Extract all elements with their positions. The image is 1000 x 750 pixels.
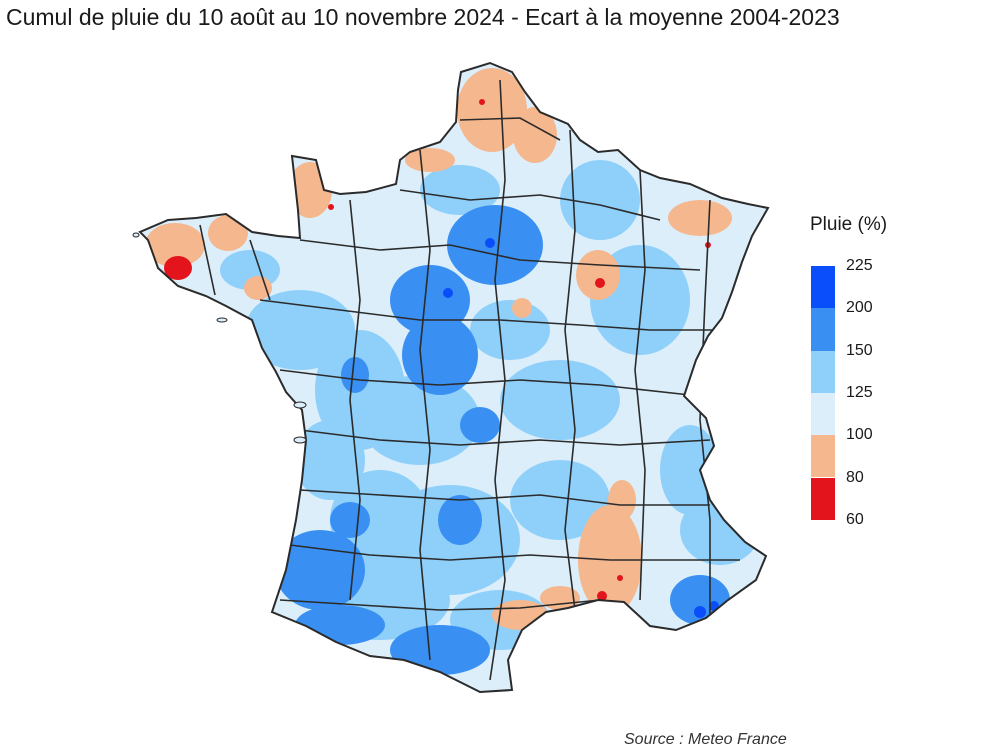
legend-swatch-100-125	[811, 392, 835, 436]
map-title: Cumul de pluie du 10 août au 10 novembre…	[6, 4, 840, 30]
legend-tick-label: 100	[846, 426, 873, 444]
legend-tick-label: 225	[846, 257, 873, 274]
legend-swatch-200-225	[811, 266, 835, 309]
legend-tick-label: 125	[846, 383, 873, 401]
france-rainfall-map	[120, 55, 800, 715]
legend-tick-label: 80	[846, 468, 864, 486]
legend-swatch-150-200	[811, 308, 835, 351]
legend: Pluie (%) 225 200 150 125 100 80 60	[806, 210, 946, 540]
legend-tick-label: 60	[846, 510, 864, 528]
legend-tick-label: 150	[846, 341, 873, 359]
legend-swatch-60-80	[811, 477, 835, 520]
legend-tick-label: 200	[846, 299, 873, 317]
legend-swatch-80-100	[811, 435, 835, 478]
department-borders	[199, 79, 740, 681]
legend-title: Pluie (%)	[810, 214, 888, 235]
legend-swatch-125-150	[811, 350, 835, 393]
source-credit: Source : Meteo France	[624, 731, 787, 748]
france-outline	[138, 61, 770, 694]
